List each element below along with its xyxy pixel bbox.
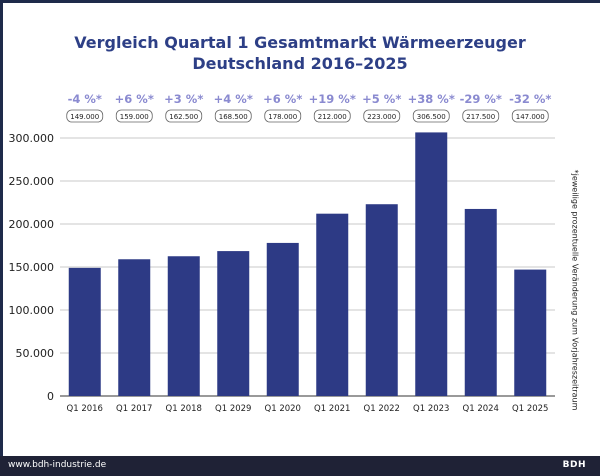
footnote-vertical: *jeweilige prozentuelle Veränderung zum … (570, 169, 580, 411)
value-label-box (462, 109, 500, 123)
frame-border-top (0, 0, 600, 3)
footer-brand-logo: BDH (562, 460, 586, 470)
percent-change-label: +5 %* (362, 92, 401, 106)
x-tick-label: Q1 2021 (314, 404, 350, 414)
value-label: 217.500 (466, 113, 495, 121)
value-label: 223.000 (367, 113, 396, 121)
value-label-box (313, 109, 351, 123)
bar (68, 267, 101, 396)
y-tick-label: 250.000 (9, 175, 55, 188)
percent-change-label: +6 %* (263, 92, 302, 106)
x-tick-label: Q1 2017 (116, 404, 152, 414)
chart-title: Vergleich Quartal 1 Gesamtmarkt Wärmeerz… (0, 32, 600, 74)
bar (266, 242, 299, 396)
bar (415, 132, 448, 396)
y-tick-label: 200.000 (9, 218, 55, 231)
percent-change-label: -4 %* (68, 92, 102, 106)
value-label: 306.500 (417, 113, 446, 121)
percent-change-label: +6 %* (115, 92, 154, 106)
value-label: 159.000 (120, 113, 149, 121)
percent-change-label: +38 %* (408, 92, 455, 106)
footer-bar: www.bdh-industrie.de BDH (0, 456, 600, 476)
value-label-box (115, 109, 153, 123)
x-tick-label: Q1 2020 (265, 404, 301, 414)
bar (217, 251, 250, 396)
x-tick-label: Q1 2024 (463, 404, 499, 414)
percent-change-label: -29 %* (460, 92, 502, 106)
value-label-box (66, 109, 104, 123)
value-label: 162.500 (169, 113, 198, 121)
value-label: 212.000 (318, 113, 347, 121)
bar (316, 213, 349, 396)
percent-change-label: +4 %* (214, 92, 253, 106)
value-label-box (165, 109, 203, 123)
chart-title-line-2: Deutschland 2016–2025 (192, 54, 408, 73)
percent-change-label: +19 %* (309, 92, 356, 106)
chart-title-line-1: Vergleich Quartal 1 Gesamtmarkt Wärmeerz… (74, 33, 526, 52)
percent-change-label: +3 %* (164, 92, 203, 106)
value-label-box (511, 109, 549, 123)
bar (167, 256, 200, 396)
frame-border-left (0, 0, 3, 476)
value-label: 178.000 (268, 113, 297, 121)
x-tick-label: Q1 2023 (413, 404, 449, 414)
value-label-box (412, 109, 450, 123)
bar (464, 208, 497, 396)
y-tick-label: 300.000 (9, 132, 55, 145)
bar (365, 204, 398, 396)
value-label-box (363, 109, 401, 123)
bar (514, 269, 547, 396)
value-label: 149.000 (70, 113, 99, 121)
y-tick-label: 0 (47, 390, 54, 403)
percent-change-label: -32 %* (509, 92, 551, 106)
value-label: 168.500 (219, 113, 248, 121)
y-tick-label: 150.000 (9, 261, 55, 274)
x-tick-label: Q1 2022 (364, 404, 400, 414)
x-tick-label: Q1 2025 (512, 404, 548, 414)
y-tick-label: 50.000 (16, 347, 55, 360)
bar (118, 259, 151, 396)
value-label: 147.000 (516, 113, 545, 121)
bar-chart: 0 50.000 100.000 150.000 200.000 250.000 300.0… (9, 92, 555, 414)
value-label-box (214, 109, 252, 123)
x-tick-label: Q1 2018 (166, 404, 202, 414)
x-tick-label: Q1 2029 (215, 404, 251, 414)
x-tick-label: Q1 2016 (67, 404, 103, 414)
value-label-box (264, 109, 302, 123)
y-tick-label: 100.000 (9, 304, 55, 317)
footer-url[interactable]: www.bdh-industrie.de (8, 460, 107, 470)
